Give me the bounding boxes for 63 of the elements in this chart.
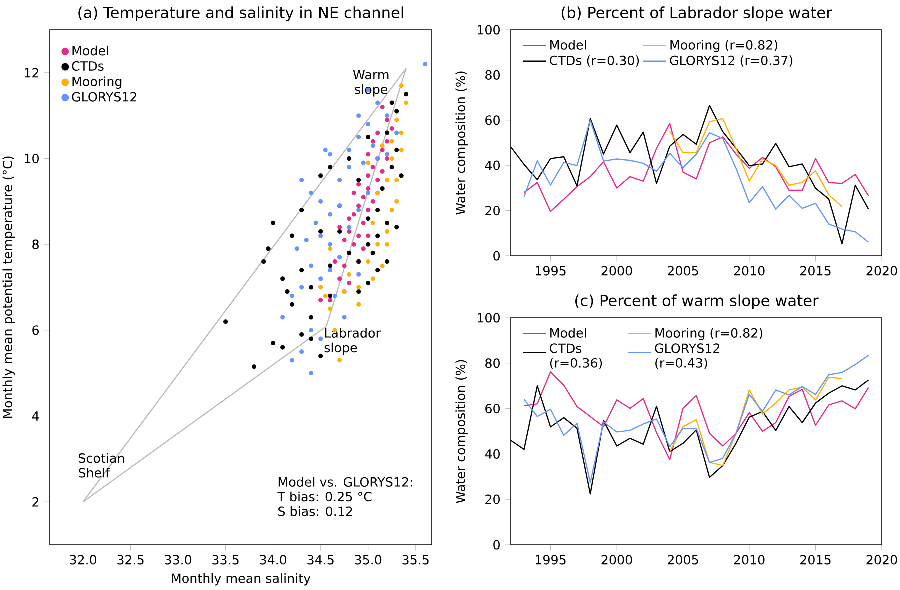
- annotation: Scotian Shelf: [79, 453, 124, 478]
- x-tick-label: 35.5: [402, 555, 429, 565]
- x-axis-title: Monthly mean salinity: [172, 573, 311, 586]
- x-tick-label: 32.5: [118, 555, 144, 565]
- x-tick-label: 2010: [734, 555, 765, 565]
- legend-label: CTDs (r=0.30): [550, 56, 640, 67]
- y-tick-label: 100: [478, 25, 500, 35]
- legend-label: GLORYS12 (r=0.37): [670, 56, 793, 67]
- x-tick-label: 1995: [536, 266, 566, 276]
- annotation: Warm slope: [353, 70, 389, 97]
- annotation: S bias: 0.12: [278, 506, 352, 516]
- legend-label: Model: [550, 40, 586, 50]
- y-tick-label: 40: [485, 449, 500, 459]
- y-tick-label: 12: [25, 68, 39, 78]
- chart-title: (b) Percent of Labrador slope water: [562, 6, 832, 22]
- x-tick-label: 2020: [866, 555, 898, 565]
- legend-label: Model: [72, 46, 108, 56]
- y-axis-title: Water composition (%): [456, 72, 468, 215]
- x-tick-label: 32.0: [70, 555, 97, 565]
- x-tick-label: 2005: [668, 266, 698, 276]
- legend-label: Mooring: [72, 76, 122, 89]
- y-tick-label: 0: [494, 540, 500, 550]
- x-tick-label: 34.5: [308, 555, 334, 565]
- annotation: Labrador slope: [324, 328, 381, 356]
- legend-label: Mooring (r=0.82): [670, 40, 778, 52]
- y-tick-label: 100: [478, 313, 500, 323]
- y-axis-title: Water composition (%): [456, 360, 468, 504]
- legend-label: Model: [550, 328, 586, 338]
- y-tick-label: 60: [486, 404, 500, 414]
- y-tick-label: 0: [494, 251, 500, 261]
- y-tick-label: 40: [485, 160, 500, 170]
- x-tick-label: 2015: [800, 555, 831, 565]
- x-tick-label: 2005: [668, 555, 698, 565]
- y-tick-label: 20: [486, 494, 500, 504]
- y-tick-label: 80: [486, 70, 500, 80]
- annotation: Model vs. GLORYS12:: [278, 477, 412, 487]
- x-tick-label: 2015: [800, 266, 831, 276]
- y-tick-label: 10: [25, 154, 39, 164]
- x-tick-label: 2010: [734, 266, 765, 276]
- y-tick-label: 60: [486, 116, 500, 126]
- chart-title: (c) Percent of warm slope water: [576, 294, 819, 310]
- legend-label: Mooring (r=0.82): [656, 328, 763, 340]
- y-tick-label: 6: [32, 326, 40, 336]
- x-tick-label: 33.0: [165, 555, 192, 565]
- y-tick-label: 20: [486, 206, 500, 216]
- y-tick-label: 2: [32, 497, 39, 507]
- chart-title: (a) Temperature and salinity in NE channel: [78, 6, 404, 22]
- x-tick-label: 1995: [536, 555, 566, 565]
- legend-label: CTDs: [72, 61, 104, 72]
- x-tick-label: 33.5: [212, 555, 239, 565]
- x-tick-label: 35.0: [355, 555, 382, 565]
- x-tick-label: 34.0: [260, 555, 287, 565]
- legend-label: GLORYS12: [72, 92, 137, 102]
- x-tick-label: 2000: [602, 555, 632, 565]
- y-tick-label: 80: [486, 358, 500, 368]
- legend-label: CTDs (r=0.36): [550, 344, 602, 370]
- legend-label: GLORYS12 (r=0.43): [655, 344, 720, 370]
- annotation: T bias: 0.25 °C: [278, 492, 372, 502]
- y-tick-label: 4: [32, 412, 40, 421]
- x-tick-label: 2000: [602, 266, 632, 276]
- x-tick-label: 2020: [866, 266, 898, 276]
- y-axis-title: Monthly mean potential temperature (°C): [2, 156, 15, 418]
- y-tick-label: 8: [32, 240, 39, 250]
